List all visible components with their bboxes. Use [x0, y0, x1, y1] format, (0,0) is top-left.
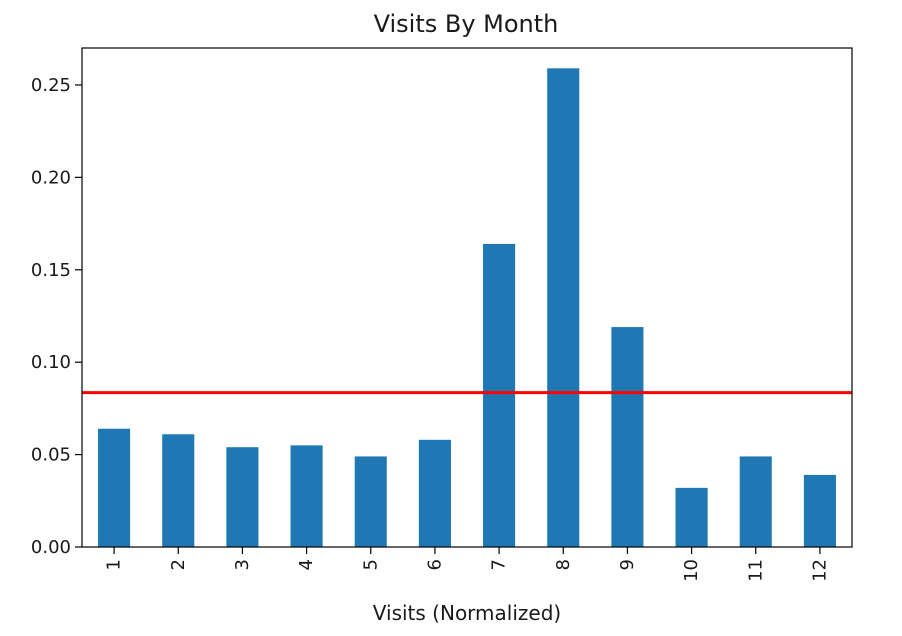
bar-month-1: [98, 428, 131, 547]
bar-month-2: [162, 434, 195, 547]
x-tick-label: 12: [809, 559, 830, 582]
bar-month-3: [226, 447, 259, 547]
x-tick-label: 1: [104, 559, 125, 570]
y-tick-label: 0.05: [31, 445, 71, 466]
x-tick-label: 9: [617, 559, 638, 570]
bar-month-4: [290, 445, 323, 547]
bar-month-8: [547, 68, 580, 548]
x-tick-label: 4: [296, 559, 317, 570]
y-tick-label: 0.15: [31, 260, 71, 281]
bars: [98, 68, 836, 548]
x-tick-label: 8: [553, 559, 574, 570]
x-tick-label: 5: [360, 559, 381, 570]
x-tick-label: 11: [745, 559, 766, 582]
bar-month-7: [483, 243, 516, 548]
bar-month-10: [675, 487, 708, 547]
x-axis-label: Visits (Normalized): [373, 601, 561, 625]
x-tick-label: 10: [681, 559, 702, 582]
x-tick-label: 6: [424, 559, 445, 570]
bar-month-6: [418, 439, 451, 547]
x-tick-label: 2: [168, 559, 189, 570]
y-tick-label: 0.25: [31, 75, 71, 96]
y-tick-label: 0.00: [31, 537, 71, 558]
bar-month-11: [739, 456, 772, 547]
x-axis: 1 2 3 4 5 6 7 8 9 10 11 12: [104, 547, 830, 582]
y-tick-label: 0.20: [31, 167, 71, 188]
bar-month-5: [354, 456, 387, 547]
plot-frame: [81, 47, 853, 548]
bar-month-9: [611, 327, 644, 547]
x-tick-label: 7: [489, 559, 510, 570]
bar-month-12: [803, 474, 836, 547]
y-axis: 0.00 0.05 0.10 0.15 0.20 0.25: [31, 75, 82, 558]
x-tick-label: 3: [232, 559, 253, 570]
y-tick-label: 0.10: [31, 352, 71, 373]
chart-title: Visits By Month: [374, 10, 559, 38]
